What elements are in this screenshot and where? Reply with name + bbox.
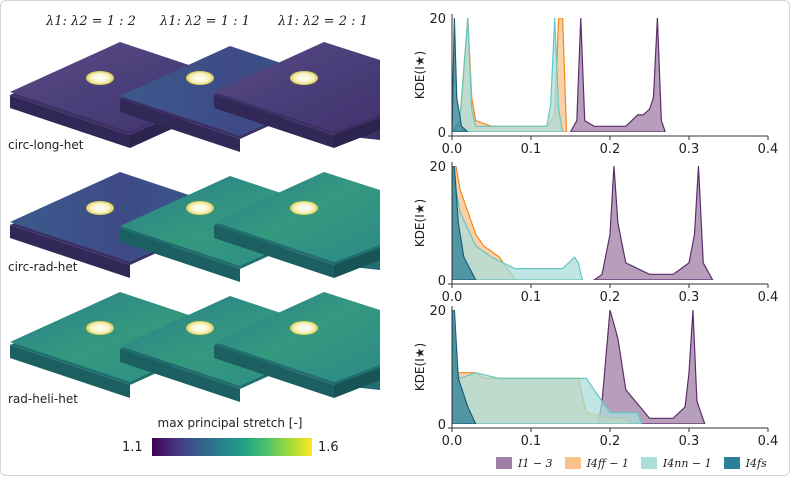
kde-plot-3: 0.0 0.1 0.2 0.3 0.4 0 20 KDE(I★) bbox=[413, 304, 779, 448]
colorbar-max-label: 1.6 bbox=[318, 440, 339, 455]
x-tick-label: 0.0 bbox=[442, 434, 463, 448]
row-label-2: circ-rad-het bbox=[8, 260, 78, 274]
legend-item-i4ff: I4ff − 1 bbox=[564, 456, 629, 470]
legend-label-i4nn: I4nn − 1 bbox=[662, 456, 712, 470]
column-label-2: λ1: λ2 = 1 : 1 bbox=[160, 14, 250, 29]
x-tick-label: 0.1 bbox=[521, 434, 542, 448]
y-axis-label: KDE(I★) bbox=[413, 343, 427, 391]
legend: I1 − 3 I4ff − 1 I4nn − 1 I4fs bbox=[496, 452, 767, 474]
row-label-3: rad-heli-het bbox=[8, 392, 78, 406]
colorbar-min-label: 1.1 bbox=[122, 440, 143, 455]
kde-plot-1: 0.0 0.1 0.2 0.3 0.4 0 20 KDE(I★) bbox=[413, 12, 779, 156]
legend-label-i4fs: I4fs bbox=[745, 456, 767, 470]
plate-renderings bbox=[10, 42, 380, 402]
legend-swatch-i1 bbox=[496, 457, 512, 469]
x-tick-label: 0.3 bbox=[679, 142, 700, 156]
x-tick-label: 0.2 bbox=[600, 290, 621, 304]
y-axis-label: KDE(I★) bbox=[413, 199, 427, 247]
row-3-plates bbox=[10, 292, 380, 402]
y-tick-label: 20 bbox=[429, 160, 446, 175]
x-tick-label: 0.1 bbox=[521, 142, 542, 156]
x-tick-label: 0.4 bbox=[758, 142, 779, 156]
row-2-plates bbox=[10, 172, 380, 282]
y-tick-label: 0 bbox=[438, 274, 446, 289]
kde-plot-2: 0.0 0.1 0.2 0.3 0.4 0 20 KDE(I★) bbox=[413, 160, 779, 304]
x-tick-label: 0.3 bbox=[679, 434, 700, 448]
legend-swatch-i4fs bbox=[723, 457, 740, 469]
x-tick-label: 0.2 bbox=[600, 142, 621, 156]
kde-area-i4fs-plot-2 bbox=[452, 166, 477, 280]
y-tick-label: 0 bbox=[438, 126, 446, 141]
kde-area-i1-plot-2 bbox=[593, 166, 714, 280]
y-axis-label: KDE(I★) bbox=[413, 51, 427, 99]
column-label-1: λ1: λ2 = 1 : 2 bbox=[46, 14, 136, 29]
x-tick-label: 0.4 bbox=[758, 434, 779, 448]
y-tick-label: 20 bbox=[429, 12, 446, 27]
legend-label-i1: I1 − 3 bbox=[518, 456, 553, 470]
legend-item-i4fs: I4fs bbox=[723, 456, 767, 470]
x-tick-label: 0.0 bbox=[442, 290, 463, 304]
kde-area-i4fs-plot-3 bbox=[452, 310, 477, 424]
kde-area-i1-plot-1 bbox=[569, 18, 666, 132]
legend-label-i4ff: I4ff − 1 bbox=[586, 456, 629, 470]
column-label-3: λ1: λ2 = 2 : 1 bbox=[278, 14, 368, 29]
x-tick-label: 0.1 bbox=[521, 290, 542, 304]
kde-area-i1-plot-3 bbox=[597, 310, 706, 424]
colorbar bbox=[152, 438, 312, 456]
y-tick-label: 20 bbox=[429, 304, 446, 319]
y-tick-label: 0 bbox=[438, 418, 446, 433]
row-1-plates bbox=[10, 42, 380, 152]
legend-item-i4nn: I4nn − 1 bbox=[640, 456, 712, 470]
legend-swatch-i4nn bbox=[640, 457, 657, 469]
x-tick-label: 0.0 bbox=[442, 142, 463, 156]
x-tick-label: 0.4 bbox=[758, 290, 779, 304]
kde-area-i4fs-plot-1 bbox=[452, 18, 469, 132]
legend-swatch-i4ff bbox=[564, 457, 581, 469]
row-label-1: circ-long-het bbox=[8, 138, 84, 152]
x-tick-label: 0.3 bbox=[679, 290, 700, 304]
kde-area-i4nn-plot-1 bbox=[452, 18, 564, 132]
x-tick-label: 0.2 bbox=[600, 434, 621, 448]
legend-item-i1: I1 − 3 bbox=[496, 457, 553, 470]
colorbar-title: max principal stretch [-] bbox=[157, 416, 303, 430]
